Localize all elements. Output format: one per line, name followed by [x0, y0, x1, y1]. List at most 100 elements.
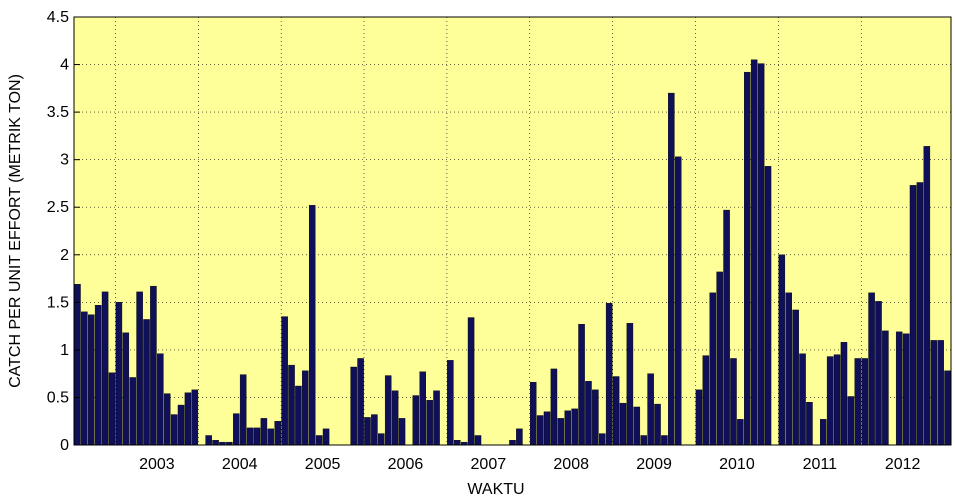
bar [267, 428, 275, 446]
bar [626, 323, 634, 446]
bar [212, 440, 219, 446]
bar [882, 330, 889, 446]
bar [378, 433, 385, 446]
bar [191, 389, 199, 446]
bar [357, 358, 364, 446]
bar [122, 332, 130, 446]
bar [474, 435, 482, 446]
bar [295, 385, 302, 446]
bar [74, 284, 81, 446]
bar [115, 302, 123, 446]
bar [550, 368, 558, 446]
bar [150, 285, 157, 446]
x-tick-label: 2011 [803, 456, 838, 473]
bar [847, 396, 855, 446]
bar [412, 395, 420, 446]
bar [702, 355, 710, 446]
bar [909, 185, 917, 446]
bar [557, 418, 565, 446]
bar [612, 376, 620, 446]
x-tick-label: 2004 [222, 456, 258, 473]
bar [744, 71, 751, 446]
bar [239, 374, 247, 446]
bar [516, 428, 523, 446]
bar [364, 417, 371, 446]
bar [826, 356, 834, 446]
bar [136, 291, 143, 446]
bar [923, 146, 931, 446]
bar [674, 156, 682, 446]
x-tick-label: 2010 [719, 456, 755, 473]
bar [157, 353, 164, 446]
y-tick-label: 2.5 [47, 199, 69, 216]
bar [529, 382, 537, 446]
bar [509, 440, 516, 446]
bar [640, 435, 647, 446]
x-tick-label: 2009 [636, 456, 672, 473]
bar [695, 389, 703, 446]
bar [536, 415, 544, 446]
bar [709, 292, 717, 446]
y-tick-label: 4.5 [47, 9, 69, 26]
bar [315, 435, 323, 446]
bar [467, 317, 475, 446]
bar [419, 371, 426, 446]
bar [930, 340, 937, 446]
bar [778, 254, 786, 446]
bar [875, 301, 882, 446]
x-tick-label: 2012 [885, 456, 921, 473]
bar [868, 292, 875, 446]
bar [916, 182, 924, 446]
bars [74, 59, 951, 446]
bar [661, 435, 668, 446]
bar [233, 413, 240, 446]
bar [205, 435, 212, 446]
bar [260, 418, 268, 446]
y-tick-label: 3.5 [47, 104, 69, 121]
x-tick-label: 2006 [388, 456, 424, 473]
bar [647, 373, 654, 446]
bar [177, 404, 185, 446]
bar [944, 370, 951, 446]
x-axis: 2003 2004 2005 2006 2007 2008 2009 2010 2011 2012 [139, 456, 920, 473]
bar [854, 358, 862, 446]
bar [902, 333, 910, 446]
bar [101, 291, 109, 446]
bar [543, 411, 551, 446]
bar [654, 403, 661, 446]
bar [668, 92, 675, 446]
bar [108, 372, 116, 446]
bar [391, 390, 399, 446]
bar [806, 402, 813, 446]
bar [88, 314, 95, 446]
bar [578, 324, 585, 446]
x-tick-label: 2008 [553, 456, 589, 473]
bar [619, 402, 627, 446]
bar [81, 311, 88, 446]
bar [302, 370, 309, 446]
bar [571, 408, 578, 446]
x-tick-label: 2007 [471, 456, 507, 473]
bar [371, 414, 378, 446]
bar [384, 375, 392, 446]
bar [253, 427, 261, 446]
bar [426, 400, 433, 446]
grid-lines [74, 17, 951, 445]
x-tick-label: 2003 [139, 456, 175, 473]
bar [750, 59, 758, 446]
bar [163, 393, 171, 446]
bar [398, 418, 406, 446]
bar [895, 331, 903, 446]
bar [433, 390, 440, 446]
bar [599, 433, 606, 446]
bar [833, 354, 841, 446]
bar [281, 316, 288, 446]
y-tick-label: 3 [60, 152, 69, 169]
bar [792, 309, 799, 446]
bar [288, 364, 295, 446]
bar [308, 205, 316, 446]
bar [447, 360, 454, 446]
bar [184, 392, 192, 446]
bar [861, 358, 868, 446]
